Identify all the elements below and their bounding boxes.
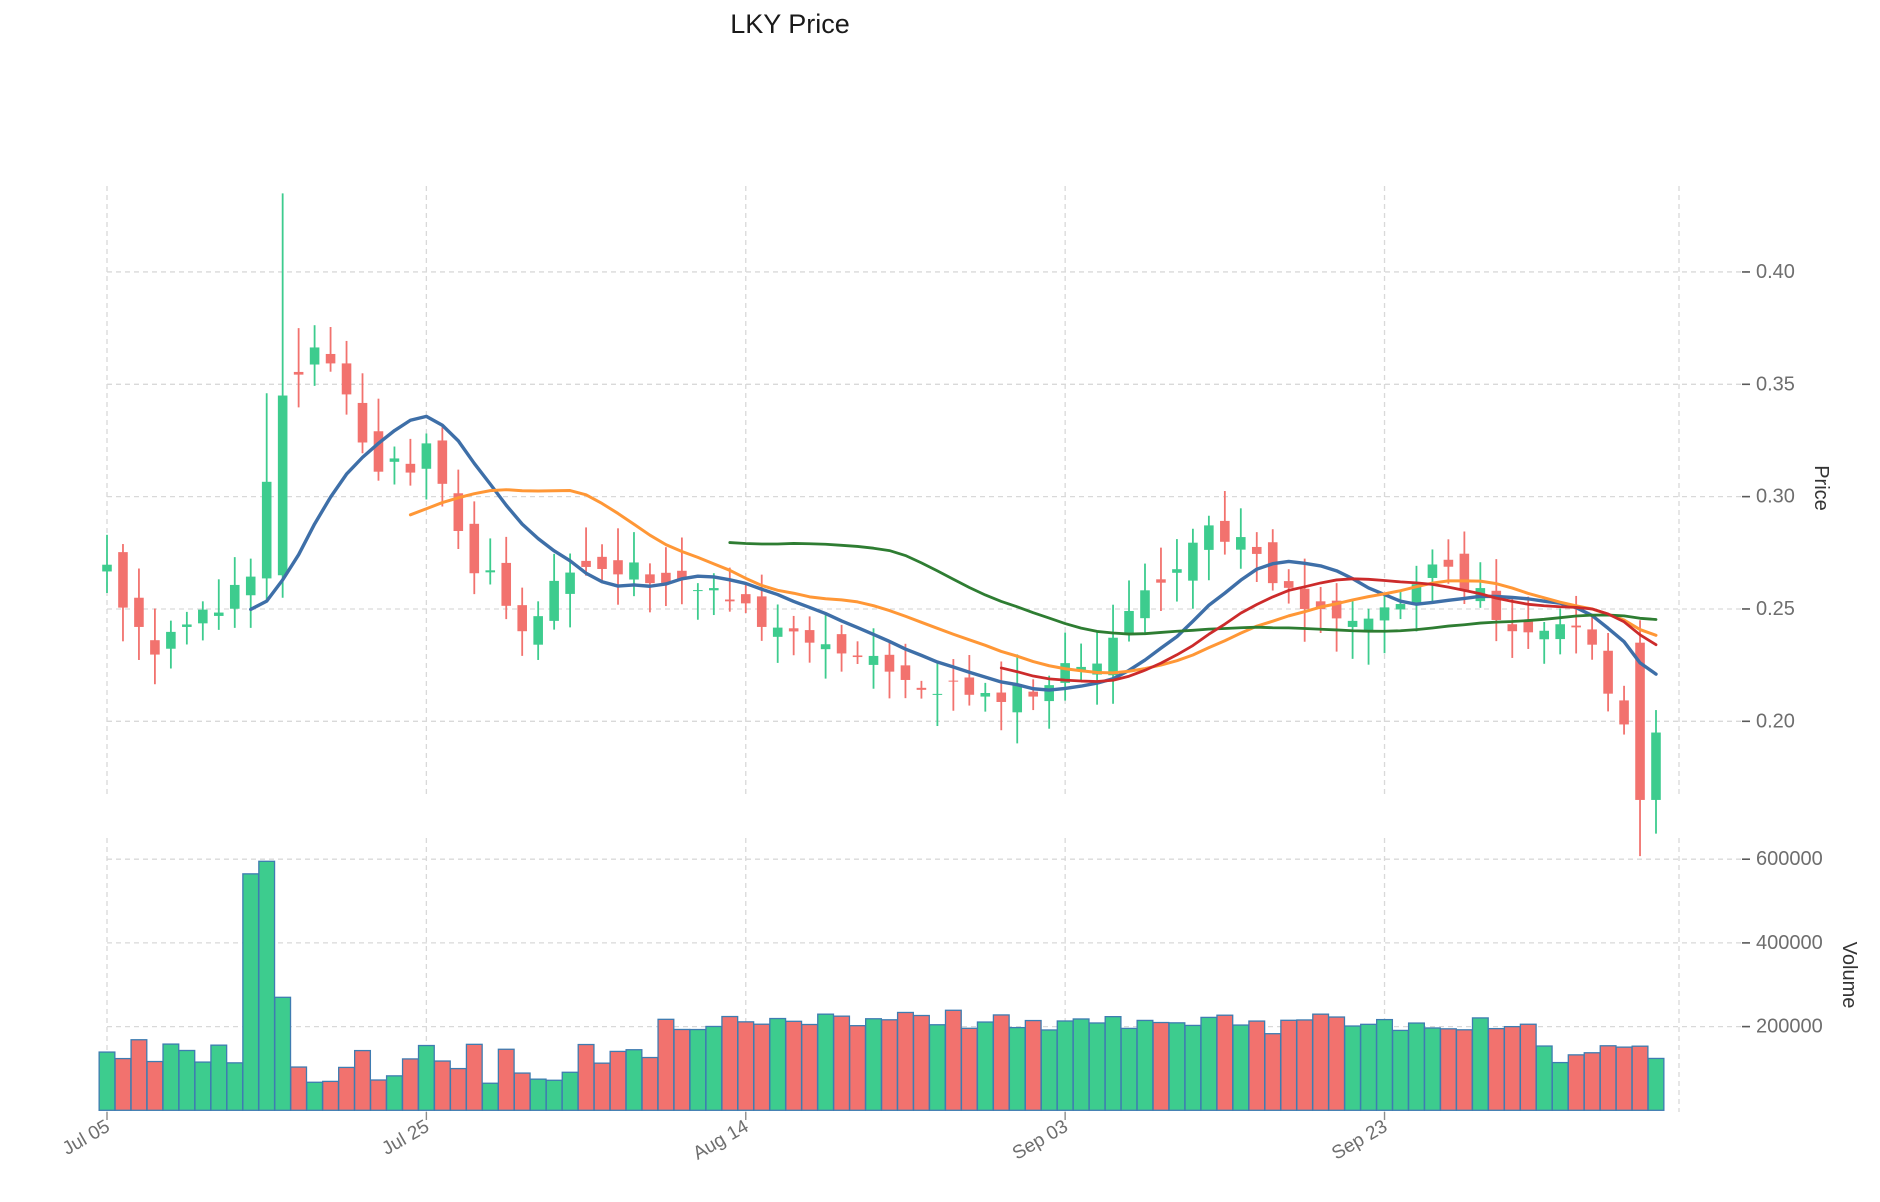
svg-text:Price: Price: [1810, 465, 1832, 511]
svg-text:0.30: 0.30: [1756, 486, 1795, 508]
svg-text:600000: 600000: [1756, 848, 1823, 870]
svg-text:Volume: Volume: [1838, 942, 1860, 1009]
svg-text:200000: 200000: [1756, 1016, 1823, 1038]
svg-text:0.25: 0.25: [1756, 598, 1795, 620]
svg-text:0.20: 0.20: [1756, 710, 1795, 732]
svg-text:LKY Price: LKY Price: [730, 9, 850, 39]
svg-text:400000: 400000: [1756, 932, 1823, 954]
svg-text:0.40: 0.40: [1756, 261, 1795, 283]
svg-text:0.35: 0.35: [1756, 373, 1795, 395]
